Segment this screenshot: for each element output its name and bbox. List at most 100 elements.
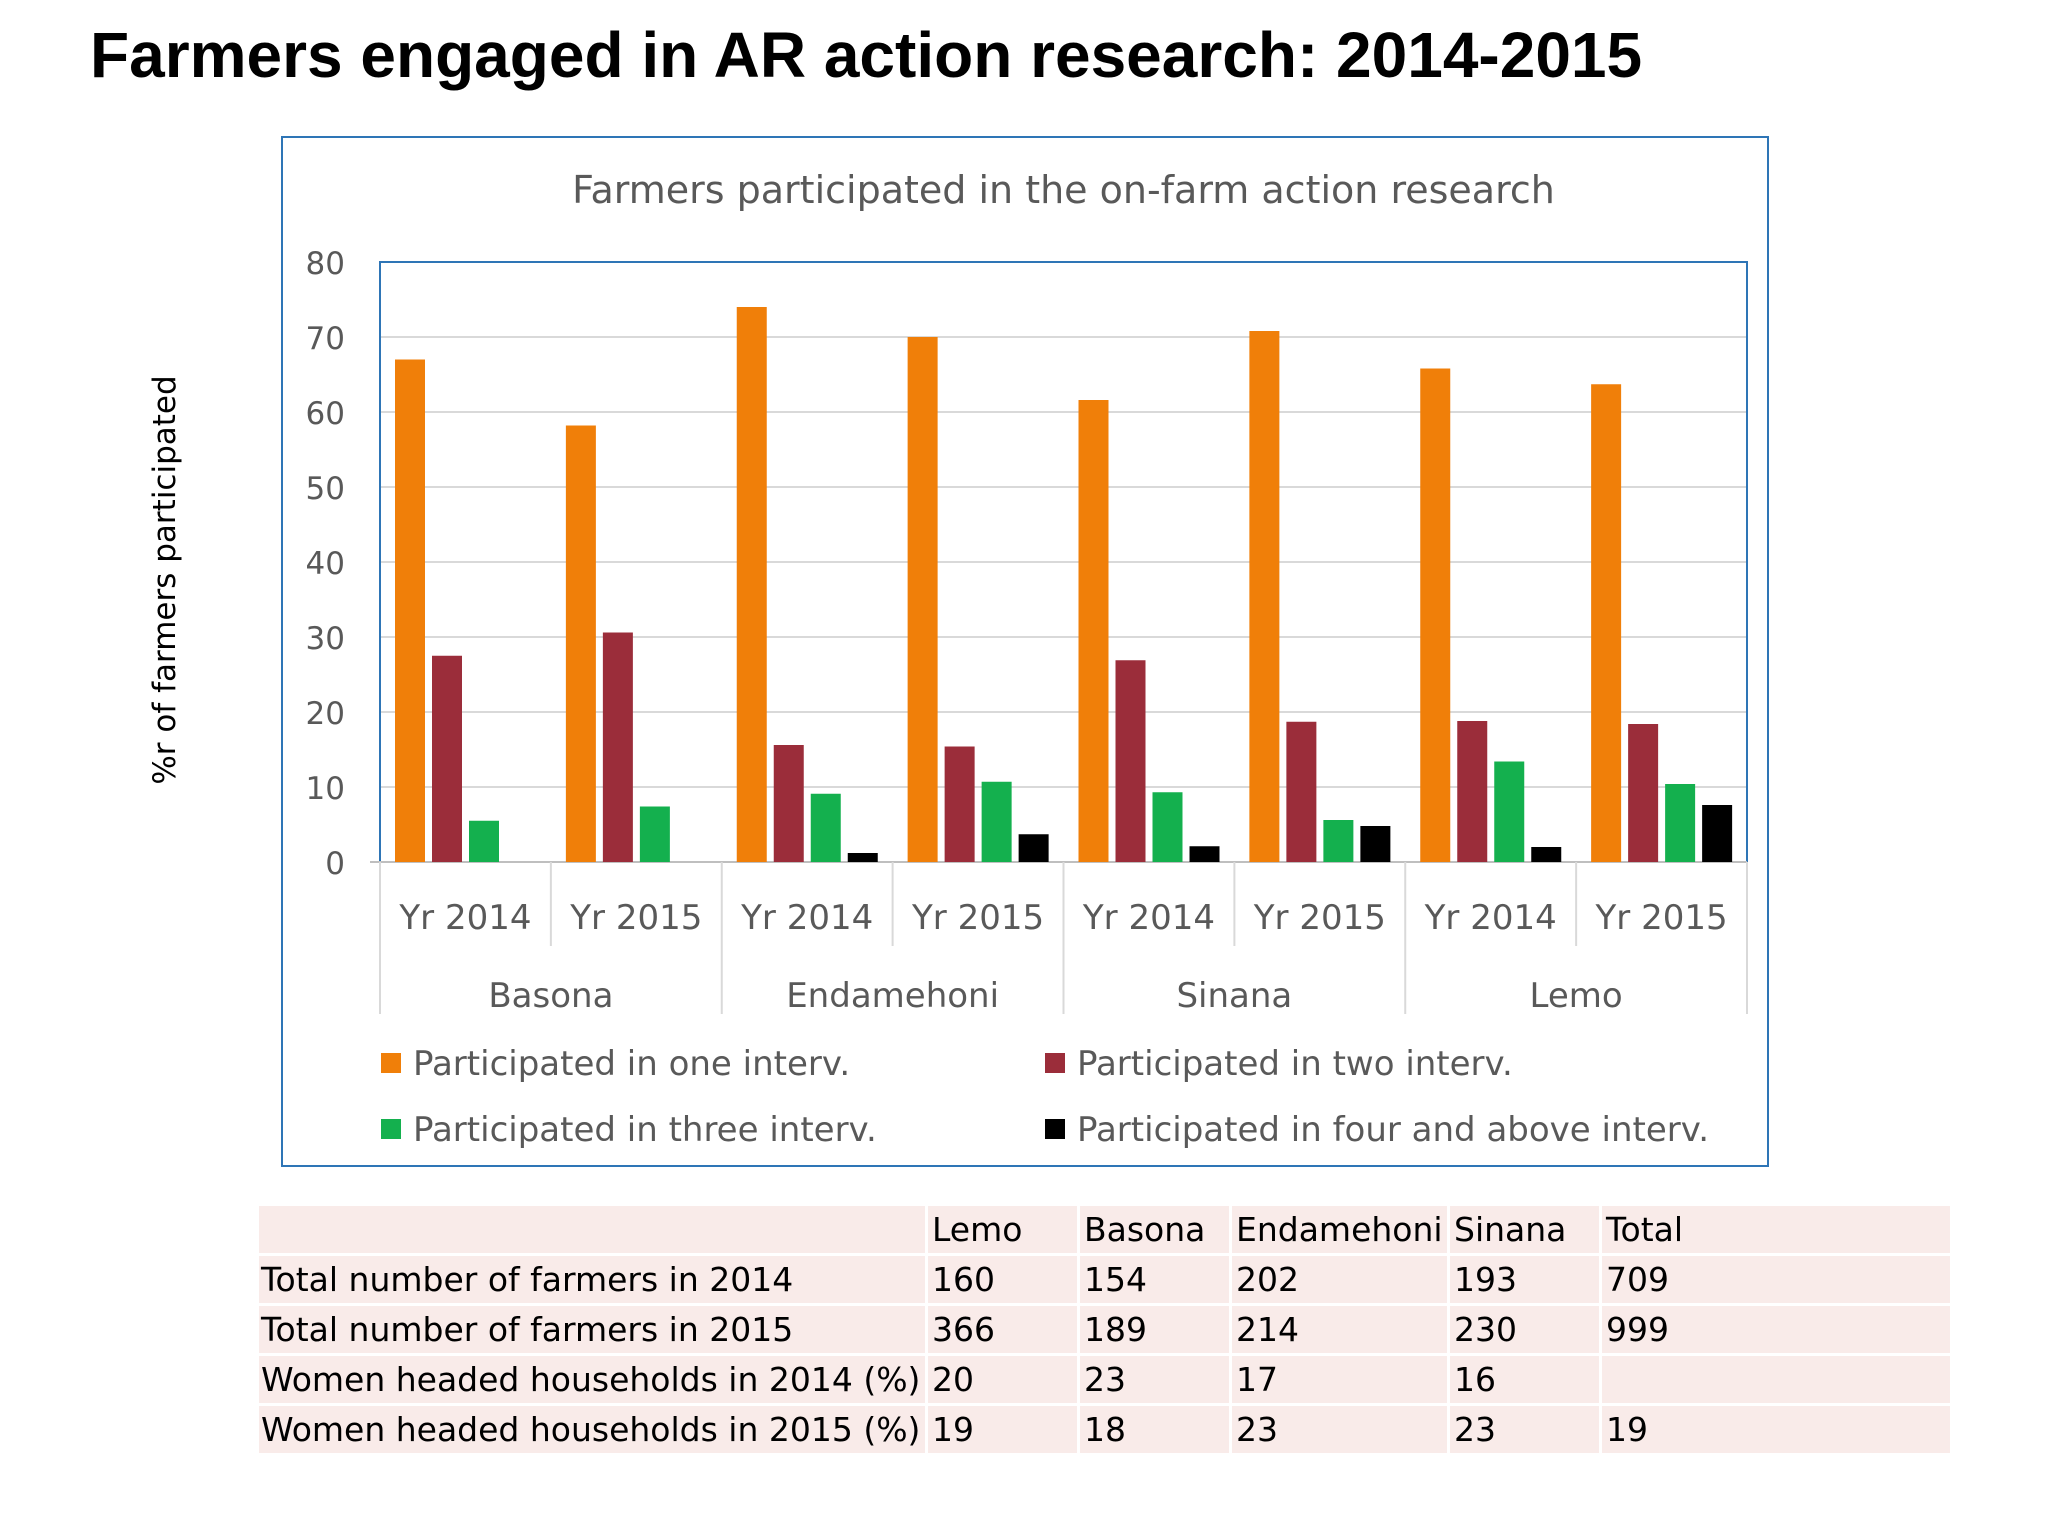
table-cell: 160 bbox=[928, 1256, 1080, 1306]
bar bbox=[981, 781, 1012, 862]
table-row: Women headed households in 2014 (%) 20 23 1… bbox=[259, 1356, 1953, 1406]
legend-swatch bbox=[1045, 1119, 1065, 1139]
x-tick-label: Yr 2014 bbox=[740, 898, 873, 938]
table-row-label: Women headed households in 2014 (%) bbox=[259, 1356, 928, 1406]
group-label: Endamehoni bbox=[786, 976, 999, 1016]
y-tick-label: 70 bbox=[306, 321, 345, 357]
table-cell: 193 bbox=[1450, 1256, 1602, 1306]
bar bbox=[944, 746, 975, 862]
legend-label: Participated in four and above interv. bbox=[1077, 1110, 1709, 1150]
table-row: Women headed households in 2015 (%) 19 18 2… bbox=[259, 1406, 1953, 1456]
bar bbox=[773, 745, 804, 862]
bar bbox=[1591, 384, 1622, 862]
table-cell: 202 bbox=[1232, 1256, 1450, 1306]
bar bbox=[1494, 761, 1525, 862]
table-cell: 20 bbox=[928, 1356, 1080, 1406]
bar bbox=[602, 632, 633, 862]
y-tick-label: 60 bbox=[306, 396, 345, 432]
bar bbox=[1420, 368, 1451, 862]
bar bbox=[395, 359, 425, 862]
table-cell: 189 bbox=[1080, 1306, 1232, 1356]
y-tick-label: 80 bbox=[306, 246, 345, 282]
y-tick-label: 10 bbox=[306, 771, 345, 807]
bar bbox=[469, 820, 499, 862]
y-tick-label: 30 bbox=[306, 621, 345, 657]
bar bbox=[1628, 724, 1659, 862]
bar bbox=[1115, 660, 1146, 862]
table-cell: 19 bbox=[1602, 1406, 1953, 1456]
table-cell: 214 bbox=[1232, 1306, 1450, 1356]
legend-label: Participated in two interv. bbox=[1077, 1044, 1513, 1084]
legend-swatch bbox=[381, 1119, 401, 1139]
x-tick-label: Yr 2015 bbox=[911, 898, 1044, 938]
table-cell: 23 bbox=[1450, 1406, 1602, 1456]
table-cell: 17 bbox=[1232, 1356, 1450, 1406]
bar bbox=[1078, 400, 1109, 862]
bar bbox=[1360, 826, 1391, 862]
table-cell: 23 bbox=[1232, 1406, 1450, 1456]
table-cell bbox=[1602, 1356, 1953, 1406]
table-header-cell: Sinana bbox=[1450, 1206, 1602, 1256]
table-row: Total number of farmers in 2014 160 154 202… bbox=[259, 1256, 1953, 1306]
table-header-cell: Total bbox=[1602, 1206, 1953, 1256]
bar bbox=[1323, 820, 1354, 862]
table-cell: 999 bbox=[1602, 1306, 1953, 1356]
bar bbox=[432, 655, 462, 862]
bar bbox=[1152, 792, 1183, 862]
table-cell: 366 bbox=[928, 1306, 1080, 1356]
page-title: Farmers engaged in AR action research: 2… bbox=[90, 19, 1643, 91]
y-axis-label: %r of farmers participated bbox=[147, 375, 183, 785]
table-header-cell: Endamehoni bbox=[1232, 1206, 1450, 1256]
table-cell: 18 bbox=[1080, 1406, 1232, 1456]
bar bbox=[810, 793, 841, 862]
table-cell: 16 bbox=[1450, 1356, 1602, 1406]
group-label: Basona bbox=[488, 976, 613, 1016]
table-row-label: Total number of farmers in 2014 bbox=[259, 1256, 928, 1306]
bar bbox=[1018, 834, 1049, 862]
bar bbox=[1457, 721, 1488, 862]
bar bbox=[639, 806, 670, 862]
x-tick-label: Yr 2014 bbox=[1424, 898, 1557, 938]
table-row-label: Women headed households in 2015 (%) bbox=[259, 1406, 928, 1456]
y-tick-label: 0 bbox=[325, 846, 345, 882]
bar bbox=[907, 337, 938, 862]
table-header-cell: Basona bbox=[1080, 1206, 1232, 1256]
group-label: Lemo bbox=[1530, 976, 1623, 1016]
table-cell: 230 bbox=[1450, 1306, 1602, 1356]
bar bbox=[736, 307, 767, 862]
x-tick-label: Yr 2015 bbox=[569, 898, 702, 938]
bar bbox=[1702, 805, 1733, 862]
bar-chart: Farmers participated in the on-farm acti… bbox=[306, 168, 1748, 1150]
table-cell: 709 bbox=[1602, 1256, 1953, 1306]
chart-frame: Farmers participated in the on-farm acti… bbox=[281, 136, 1769, 1167]
y-tick-label: 20 bbox=[306, 696, 345, 732]
table-row: Total number of farmers in 2015 366 189 214… bbox=[259, 1306, 1953, 1356]
x-tick-label: Yr 2014 bbox=[1082, 898, 1215, 938]
table-header-cell: Lemo bbox=[928, 1206, 1080, 1256]
x-tick-label: Yr 2015 bbox=[1253, 898, 1386, 938]
farmers-table: Lemo Basona Endamehoni Sinana Total Total num… bbox=[259, 1206, 1953, 1456]
bar bbox=[1665, 784, 1696, 862]
table-cell: 23 bbox=[1080, 1356, 1232, 1406]
table-cell: 19 bbox=[928, 1406, 1080, 1456]
bar bbox=[1249, 331, 1280, 862]
y-tick-label: 40 bbox=[306, 546, 345, 582]
bar bbox=[1189, 846, 1220, 862]
table-cell: 154 bbox=[1080, 1256, 1232, 1306]
x-tick-label: Yr 2015 bbox=[1595, 898, 1728, 938]
bar bbox=[565, 425, 596, 862]
bar bbox=[1286, 721, 1317, 862]
legend-label: Participated in one interv. bbox=[413, 1044, 850, 1084]
bar bbox=[847, 853, 878, 862]
legend-swatch bbox=[381, 1053, 401, 1073]
table-header-cell bbox=[259, 1206, 928, 1256]
table-header-row: Lemo Basona Endamehoni Sinana Total bbox=[259, 1206, 1953, 1256]
x-tick-label: Yr 2014 bbox=[398, 898, 531, 938]
legend-label: Participated in three interv. bbox=[413, 1110, 877, 1150]
bar bbox=[1531, 847, 1562, 862]
y-tick-label: 50 bbox=[306, 471, 345, 507]
legend-swatch bbox=[1045, 1053, 1065, 1073]
table-row-label: Total number of farmers in 2015 bbox=[259, 1306, 928, 1356]
chart-title: Farmers participated in the on-farm acti… bbox=[572, 168, 1555, 212]
group-label: Sinana bbox=[1176, 976, 1292, 1016]
